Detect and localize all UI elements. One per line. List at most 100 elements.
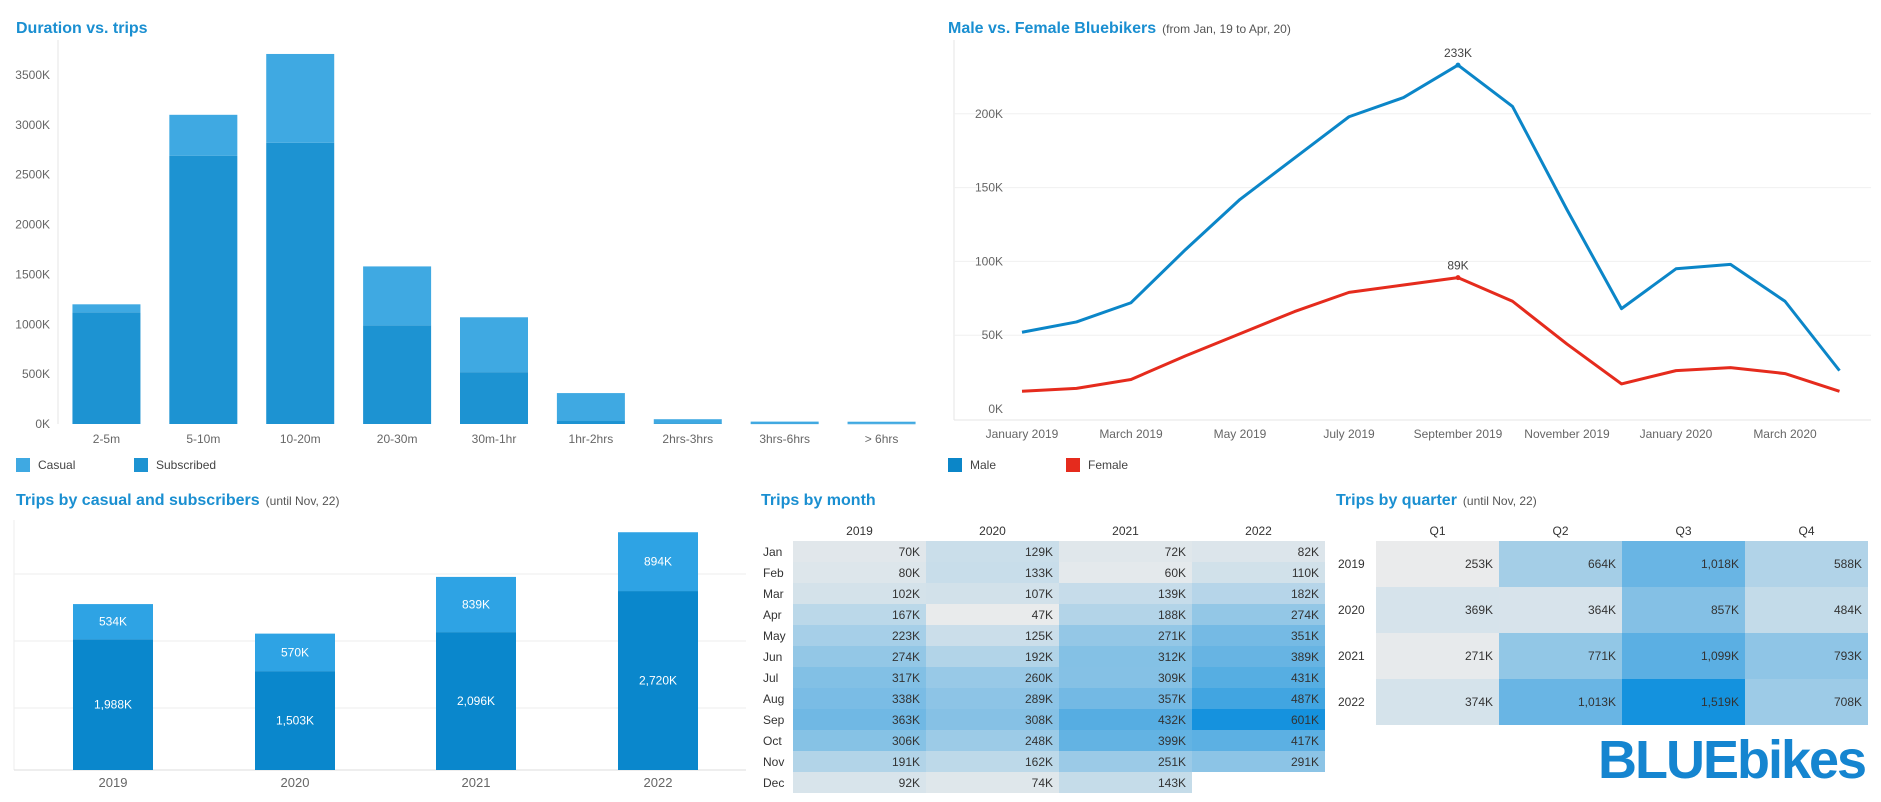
- month-table-cell: 110K: [1192, 562, 1325, 583]
- casual-subscriber-bar-chart: 1,988K 534K 2019 1,503K 570K 2020 2,096K 839K 20…: [13, 520, 746, 790]
- month-table-row: Feb 80K 133K 60K 110K: [757, 562, 1325, 583]
- month-table-cell: 223K: [793, 625, 926, 646]
- month-table-row-label: Apr: [757, 604, 793, 625]
- month-table-cell: 167K: [793, 604, 926, 625]
- legend-item-male[interactable]: Male: [948, 458, 1066, 472]
- casual-sub-subtitle: (until Nov, 22): [265, 494, 340, 508]
- month-table-column-header: 2020: [979, 524, 1006, 538]
- quarter-table-cell: 708K: [1745, 679, 1868, 725]
- month-table-row: Jul 317K 260K 309K 431K: [757, 667, 1325, 688]
- bar-label-casual: 839K: [462, 598, 490, 612]
- y-tick-label: 500K: [22, 367, 50, 381]
- bar-subscribed: [556, 421, 625, 424]
- month-table-cell: 317K: [793, 667, 926, 688]
- bar-casual: [436, 576, 516, 633]
- legend-item-casual[interactable]: Casual: [16, 458, 134, 472]
- quarter-table-row: 2020 369K 364K 857K 484K: [1332, 587, 1868, 633]
- month-table-row: Oct 306K 248K 399K 417K: [757, 730, 1325, 751]
- quarter-table-cell: 271K: [1376, 633, 1499, 679]
- legend-item-female[interactable]: Female: [1066, 458, 1128, 472]
- y-tick-label: 50K: [982, 328, 1003, 342]
- x-tick-label: July 2019: [1323, 427, 1375, 441]
- y-tick-label: 3500K: [15, 68, 50, 82]
- legend-item-subscribed[interactable]: Subscribed: [134, 458, 216, 472]
- y-tick-label: 0K: [35, 417, 50, 431]
- month-table-cell: 162K: [926, 751, 1059, 772]
- month-table-row: Mar 102K 107K 139K 182K: [757, 583, 1325, 604]
- bar-casual: [618, 532, 698, 592]
- month-table-cell: 260K: [926, 667, 1059, 688]
- month-table-cell: 351K: [1192, 625, 1325, 646]
- month-table-cell: 274K: [1192, 604, 1325, 625]
- month-table-cell: 601K: [1192, 709, 1325, 730]
- month-table-cell: 60K: [1059, 562, 1192, 583]
- month-table-cell: 129K: [926, 541, 1059, 562]
- peak-annotation: 233K: [1444, 46, 1472, 60]
- duration-legend: Casual Subscribed: [16, 458, 216, 472]
- duration-chart-title: Duration vs. trips: [16, 20, 148, 37]
- month-table-header-row: 2019 2020 2021 2022: [757, 521, 1325, 541]
- bar-subscribed: [750, 423, 819, 425]
- quarter-table-cell: 771K: [1499, 633, 1622, 679]
- month-table-cell: 417K: [1192, 730, 1325, 751]
- x-tick-label: 2hrs-3hrs: [662, 432, 713, 446]
- quarter-subtitle: (until Nov, 22): [1462, 494, 1537, 508]
- x-tick-label: 10-20m: [280, 432, 321, 446]
- subscribed-legend-label: Subscribed: [156, 458, 217, 472]
- month-table-row-label: Jan: [757, 541, 793, 562]
- bar-label-casual: 894K: [644, 555, 672, 569]
- quarter-table-header-row: Q1 Q2 Q3 Q4: [1332, 521, 1868, 541]
- month-table-cell: 125K: [926, 625, 1059, 646]
- quarter-title-text: Trips by quarter: [1336, 492, 1457, 509]
- series-line-female: [1021, 276, 1840, 393]
- x-tick-label: 5-10m: [186, 432, 220, 446]
- month-table-cell: 192K: [926, 646, 1059, 667]
- x-tick-label: 1hr-2hrs: [569, 432, 614, 446]
- month-table-row-label: Nov: [757, 751, 793, 772]
- casual-swatch: [16, 458, 30, 472]
- female-swatch: [1066, 458, 1080, 472]
- subscribed-swatch: [134, 458, 148, 472]
- bar-subscribed: [460, 372, 528, 424]
- month-table-cell: 143K: [1059, 772, 1192, 793]
- quarter-table-column-header: Q1: [1429, 524, 1446, 538]
- month-table-cell: 487K: [1192, 688, 1325, 709]
- casual-sub-chart-title: Trips by casual and subscribers (until No…: [16, 492, 339, 510]
- bar-subscribed: [169, 155, 238, 424]
- x-tick-label: > 6hrs: [865, 432, 899, 446]
- x-tick-label: 2022: [644, 775, 673, 790]
- month-table-cell: 80K: [793, 562, 926, 583]
- female-legend-label: Female: [1088, 458, 1129, 472]
- month-table-row: Jan 70K 129K 72K 82K: [757, 541, 1325, 562]
- month-table-cell: 308K: [926, 709, 1059, 730]
- month-table-cell: 399K: [1059, 730, 1192, 751]
- gender-chart-title: Male vs. Female Bluebikers (from Jan, 19 …: [948, 20, 1291, 38]
- x-tick-label: January 2019: [986, 427, 1059, 441]
- month-table-row-label: Mar: [757, 583, 793, 604]
- peak-point: [1455, 62, 1461, 68]
- month-table-row-label: Oct: [757, 730, 793, 751]
- bar-casual: [750, 421, 819, 424]
- quarter-table-cell: 374K: [1376, 679, 1499, 725]
- x-tick-label: 30m-1hr: [472, 432, 517, 446]
- month-table-cell: 289K: [926, 688, 1059, 709]
- quarter-table-cell: 364K: [1499, 587, 1622, 633]
- month-table-cell: 139K: [1059, 583, 1192, 604]
- month-table-cell: 47K: [926, 604, 1059, 625]
- bar-casual: [73, 604, 153, 640]
- logo-bikes-text: bikes: [1737, 730, 1867, 790]
- casual-sub-title-text: Trips by casual and subscribers: [16, 492, 260, 509]
- gender-legend: Male Female: [948, 458, 1128, 472]
- y-tick-label: 1500K: [15, 267, 50, 281]
- month-table-cell: 102K: [793, 583, 926, 604]
- x-tick-label: 20-30m: [377, 432, 418, 446]
- month-table-cell: 72K: [1059, 541, 1192, 562]
- quarter-table-cell: 484K: [1745, 587, 1868, 633]
- duration-bar-chart: 0K 500K 1000K 1500K 2000K 2500K 3000K 3500K 2-5m…: [15, 40, 916, 446]
- quarter-table-cell: 253K: [1376, 541, 1499, 587]
- y-tick-label: 100K: [975, 254, 1003, 268]
- month-table-cell: 82K: [1192, 541, 1325, 562]
- x-tick-label: May 2019: [1214, 427, 1267, 441]
- bar-subscribed: [653, 423, 722, 424]
- month-table-cell: 389K: [1192, 646, 1325, 667]
